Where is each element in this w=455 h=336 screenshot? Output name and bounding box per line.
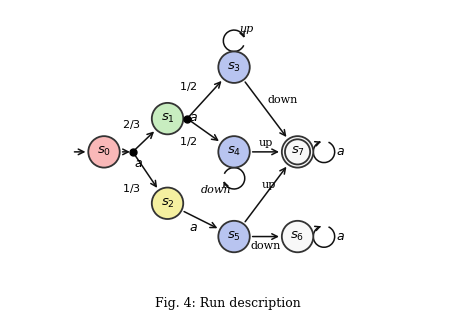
Text: Fig. 4: Run description: Fig. 4: Run description: [155, 297, 300, 310]
Text: $s_5$: $s_5$: [227, 230, 241, 243]
Text: $a$: $a$: [335, 230, 344, 243]
Text: $s_0$: $s_0$: [97, 145, 111, 158]
Text: $s_6$: $s_6$: [290, 230, 304, 243]
Circle shape: [218, 136, 249, 168]
Circle shape: [88, 136, 120, 168]
Text: $s_3$: $s_3$: [227, 61, 241, 74]
Text: $a$: $a$: [188, 221, 197, 234]
Text: $1/2$: $1/2$: [179, 80, 197, 93]
Circle shape: [218, 221, 249, 252]
Text: $1/2$: $1/2$: [179, 135, 197, 149]
Circle shape: [281, 221, 313, 252]
Text: down: down: [200, 185, 231, 196]
Circle shape: [152, 187, 183, 219]
Text: $1/3$: $1/3$: [121, 182, 141, 195]
Circle shape: [281, 136, 313, 168]
Text: $a$: $a$: [335, 145, 344, 158]
Circle shape: [218, 51, 249, 83]
Text: up: up: [261, 180, 275, 190]
Text: up: up: [239, 24, 253, 34]
Text: $a$: $a$: [133, 157, 142, 170]
Text: $s_4$: $s_4$: [227, 145, 241, 158]
Text: $s_1$: $s_1$: [160, 112, 174, 125]
Text: $2/3$: $2/3$: [121, 118, 141, 131]
Text: up: up: [258, 138, 273, 148]
Text: down: down: [267, 95, 297, 106]
Text: $s_2$: $s_2$: [160, 197, 174, 210]
Text: $s_7$: $s_7$: [290, 145, 304, 158]
Text: $a$: $a$: [189, 111, 198, 124]
Text: down: down: [250, 241, 280, 251]
Circle shape: [152, 103, 183, 134]
